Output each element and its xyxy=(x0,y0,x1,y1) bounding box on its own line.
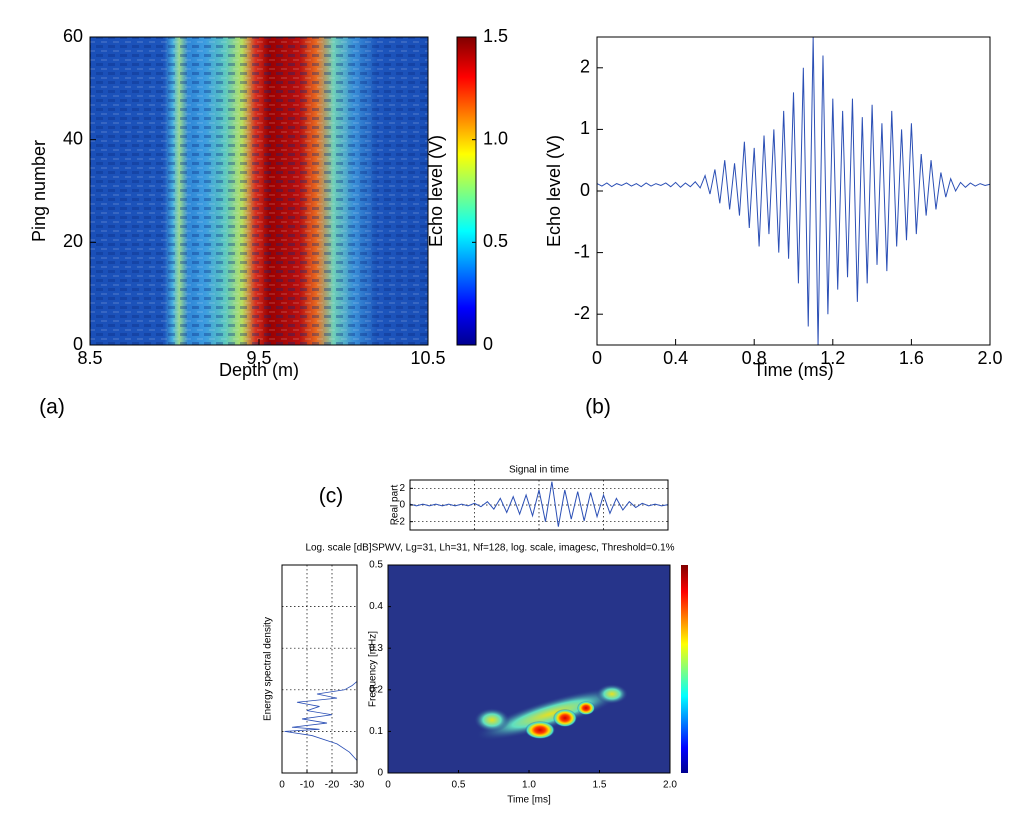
panel-label: (a) xyxy=(39,396,65,419)
colorbar-tick-label: 0.5 xyxy=(483,231,508,251)
x-tick-label: 0 xyxy=(592,348,602,368)
x-tick-label: 1.2 xyxy=(820,348,845,368)
y-tick-label: 60 xyxy=(63,26,83,46)
signal-line xyxy=(596,36,991,346)
y-tick-label: 0.4 xyxy=(369,601,383,612)
y-tick-label: 2 xyxy=(580,57,590,77)
y-tick-label: 0.5 xyxy=(369,560,383,571)
panel-label: (c) xyxy=(319,485,344,508)
y-tick-label: 0 xyxy=(377,768,383,779)
x-tick-label: 0.8 xyxy=(742,348,767,368)
plot-frame xyxy=(281,564,358,774)
plot-title: Log. scale [dB]SPWV, Lg=31, Lh=31, Nf=12… xyxy=(305,543,674,554)
x-tick-label: 1.0 xyxy=(522,780,536,791)
y-tick-label: 0 xyxy=(399,500,405,511)
y-axis-label: Ping number xyxy=(29,140,49,242)
x-tick-label: 0.5 xyxy=(452,780,466,791)
y-tick-label: 0 xyxy=(73,334,83,354)
x-tick-label: 1.5 xyxy=(593,780,607,791)
x-tick-label: 0.4 xyxy=(663,348,688,368)
y-tick-label: -2 xyxy=(574,303,590,323)
y-tick-label: -1 xyxy=(574,241,590,261)
x-axis-label: Time [ms] xyxy=(507,795,551,806)
signal-line xyxy=(284,681,358,761)
y-axis-label: Real part xyxy=(390,484,401,525)
y-tick-label: 0.3 xyxy=(369,643,383,654)
x-tick-label: 8.5 xyxy=(77,348,102,368)
y-axis-label: Energy spectral density xyxy=(263,617,274,721)
colorbar-a xyxy=(456,36,477,346)
x-tick-label: -10 xyxy=(300,780,315,791)
y-tick-label: 20 xyxy=(63,231,83,251)
y-tick-label: -2 xyxy=(396,516,405,527)
x-tick-label: 9.5 xyxy=(246,348,271,368)
y-tick-label: 1 xyxy=(580,118,590,138)
colorbar-tick-label: 0 xyxy=(483,334,493,354)
y-axis-label: Frequency [mHz] xyxy=(368,631,379,707)
heatmap-a-image xyxy=(90,37,428,345)
x-tick-label: 2.0 xyxy=(663,780,677,791)
y-tick-label: 2 xyxy=(399,483,405,494)
x-tick-label: 1.6 xyxy=(899,348,924,368)
plot-title: Signal in time xyxy=(509,465,569,476)
x-tick-label: 2.0 xyxy=(977,348,1002,368)
y-tick-label: 0.1 xyxy=(369,726,383,737)
x-tick-label: -30 xyxy=(350,780,365,791)
x-tick-label: 0 xyxy=(279,780,285,791)
plot-frame xyxy=(596,36,991,346)
x-tick-label: 10.5 xyxy=(410,348,445,368)
colorbar-label: Echo level (V) xyxy=(426,135,446,247)
x-axis-label: Depth (m) xyxy=(219,360,299,380)
x-tick-label: 0 xyxy=(385,780,391,791)
y-tick-label: 0.2 xyxy=(369,684,383,695)
spectrogram-image xyxy=(388,565,670,773)
x-axis-label: Time (ms) xyxy=(753,360,833,380)
x-tick-label: -20 xyxy=(325,780,340,791)
signal-line xyxy=(409,481,669,527)
colorbar-tick-label: 1.0 xyxy=(483,128,508,148)
panel-label: (b) xyxy=(585,396,611,419)
y-axis-label: Echo level (V) xyxy=(544,135,564,247)
y-tick-label: 0 xyxy=(580,180,590,200)
colorbar-tick-label: 1.5 xyxy=(483,26,508,46)
y-tick-label: 40 xyxy=(63,128,83,148)
colorbar-c xyxy=(681,565,688,773)
